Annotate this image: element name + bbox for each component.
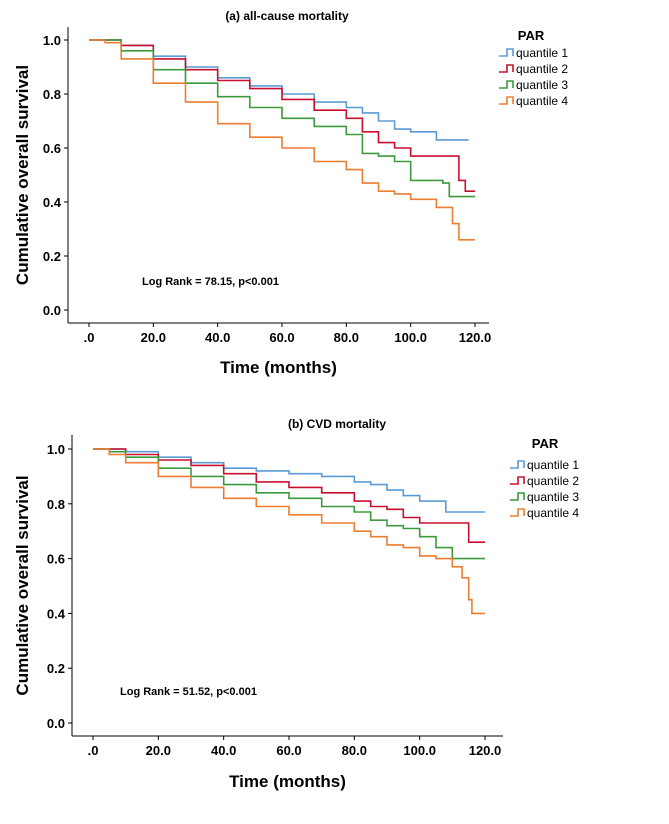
y-tick-label: 0.2 xyxy=(47,661,65,676)
survival-curve-quantile-2 xyxy=(89,39,475,192)
x-tick-label: 60.0 xyxy=(269,330,294,345)
y-tick-label: 0.8 xyxy=(43,87,61,102)
legend-label: quantile 2 xyxy=(527,474,579,488)
legend-label: quantile 1 xyxy=(516,46,568,60)
legend-swatch xyxy=(499,96,514,105)
chart-panel-1: (a) all-cause mortality 0.0 0.2 0.4 0.6 0.8 1.… xyxy=(13,9,568,377)
survival-curve-quantile-4 xyxy=(89,39,475,241)
x-tick-label: 20.0 xyxy=(141,330,166,345)
survival-curve-quantile-3 xyxy=(89,39,475,198)
y-axis-title: Cumulative overall survival xyxy=(13,475,32,695)
chart-panel-2: (b) CVD mortality 0.0 0.2 0.4 0.6 0.8 1.0 .0 20.… xyxy=(13,417,579,791)
log-rank-annotation: Log Rank = 78.15, p<0.001 xyxy=(142,276,279,288)
legend-swatch xyxy=(510,508,525,517)
y-tick-label: 0.4 xyxy=(43,195,62,210)
x-tick-label: 40.0 xyxy=(205,330,230,345)
x-tick-label: 100.0 xyxy=(394,330,427,345)
survival-curve-quantile-3 xyxy=(93,448,485,560)
x-axis-title: Time (months) xyxy=(229,772,346,791)
x-tick-label: 20.0 xyxy=(146,743,171,758)
legend-swatch xyxy=(510,460,525,469)
legend-swatch xyxy=(499,48,514,57)
y-axis-title: Cumulative overall survival xyxy=(13,65,32,285)
legend-swatch xyxy=(510,476,525,485)
legend-label: quantile 4 xyxy=(516,94,568,108)
x-tick-label: .0 xyxy=(88,743,99,758)
y-tick-label: 0.6 xyxy=(47,552,65,567)
x-tick-label: 80.0 xyxy=(334,330,359,345)
chart-title: (b) CVD mortality xyxy=(288,417,386,431)
survival-curve-quantile-1 xyxy=(89,39,469,141)
legend-label: quantile 2 xyxy=(516,62,568,76)
survival-curve-quantile-4 xyxy=(93,448,485,615)
y-tick-label: 1.0 xyxy=(47,442,65,457)
legend-label: quantile 3 xyxy=(527,490,579,504)
y-tick-label: 0.2 xyxy=(43,249,61,264)
legend-swatch xyxy=(510,492,525,501)
log-rank-annotation: Log Rank = 51.52, p<0.001 xyxy=(120,686,257,698)
y-tick-label: 0.0 xyxy=(47,716,65,731)
x-tick-label: 100.0 xyxy=(403,743,436,758)
y-tick-label: 0.0 xyxy=(43,303,61,318)
y-tick-label: 0.4 xyxy=(47,606,66,621)
x-tick-label: 40.0 xyxy=(211,743,236,758)
legend-label: quantile 4 xyxy=(527,506,579,520)
survival-curve-quantile-1 xyxy=(93,448,485,513)
y-tick-label: 0.8 xyxy=(47,497,65,512)
chart-title: (a) all-cause mortality xyxy=(225,9,349,23)
x-tick-label: 120.0 xyxy=(469,743,502,758)
x-tick-label: 120.0 xyxy=(459,330,492,345)
x-tick-label: 80.0 xyxy=(342,743,367,758)
legend-label: quantile 1 xyxy=(527,458,579,472)
legend-title: PAR xyxy=(518,28,545,43)
legend-swatch xyxy=(499,80,514,89)
legend-title: PAR xyxy=(532,436,559,451)
x-tick-label: 60.0 xyxy=(276,743,301,758)
y-tick-label: 0.6 xyxy=(43,141,61,156)
legend-swatch xyxy=(499,64,514,73)
legend-label: quantile 3 xyxy=(516,78,568,92)
x-axis-title: Time (months) xyxy=(220,358,337,377)
x-tick-label: .0 xyxy=(84,330,95,345)
y-tick-label: 1.0 xyxy=(43,33,61,48)
